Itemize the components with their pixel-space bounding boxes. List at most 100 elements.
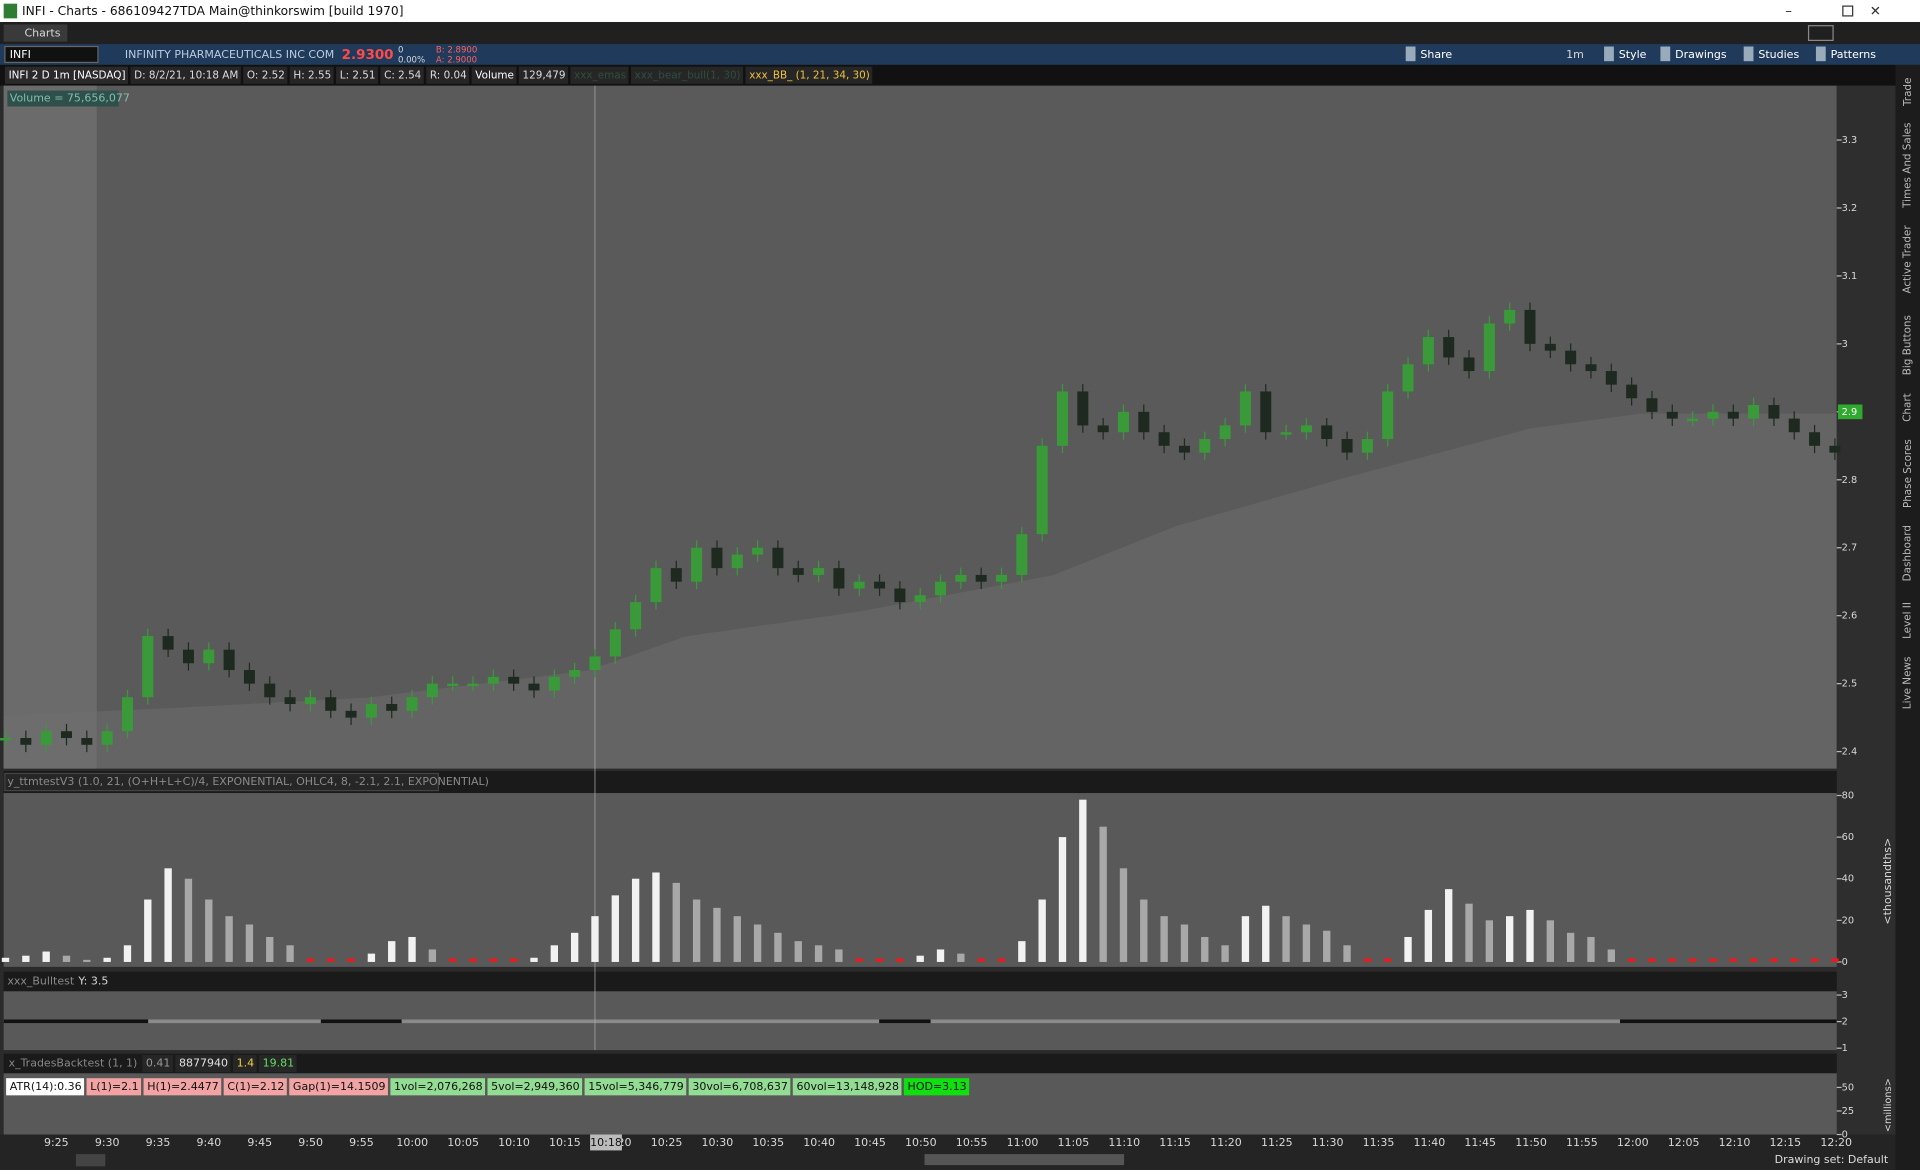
- bid: B: 2.8900: [436, 46, 477, 56]
- toolbar-button[interactable]: [1660, 46, 1671, 62]
- x-tick-label: 11:35: [1363, 1136, 1395, 1149]
- osc-bar: [672, 882, 680, 962]
- candle: [1463, 357, 1475, 372]
- osc-bar: [469, 958, 477, 962]
- osc-bar: [1749, 958, 1758, 962]
- symbol[interactable]: INFI: [10, 48, 31, 61]
- osc-bar: [225, 916, 233, 962]
- x-tick-label: 11:20: [1210, 1136, 1242, 1149]
- osc-bar: [1627, 958, 1636, 962]
- y-tick-label: 2.6: [1842, 611, 1858, 622]
- quote-item: R: 0.04: [430, 69, 467, 81]
- scrollbar-thumb[interactable]: [924, 1154, 1125, 1166]
- osc-bar: [1445, 889, 1453, 962]
- osc-bar: [306, 958, 315, 962]
- volume-label: Volume: [475, 69, 514, 81]
- candle: [1016, 534, 1028, 575]
- candle: [264, 683, 276, 698]
- osc-bar: [83, 959, 91, 962]
- candle: [1239, 391, 1251, 426]
- x-tick-label: 9:25: [44, 1136, 69, 1149]
- tab-label[interactable]: Charts: [24, 27, 60, 40]
- toolbar-button[interactable]: [1604, 46, 1614, 62]
- sidebar-tab[interactable]: Level II: [1902, 602, 1914, 639]
- sidebar-tab[interactable]: Active Trader: [1902, 225, 1914, 294]
- osc-bar: [1302, 924, 1311, 962]
- toolbar-button[interactable]: [1405, 46, 1416, 62]
- x-tick-label: 11:50: [1515, 1136, 1547, 1149]
- candle: [447, 683, 459, 687]
- osc-bar: [631, 878, 640, 962]
- y-tick-label: 40: [1842, 874, 1854, 885]
- candle: [1626, 384, 1638, 399]
- osc-bar: [1770, 958, 1778, 962]
- osc-bar: [835, 949, 843, 962]
- sidebar-tab[interactable]: Phase Scores: [1902, 439, 1914, 508]
- candle: [284, 697, 296, 705]
- candle: [569, 670, 581, 677]
- y-tick-label: 1: [1842, 1043, 1848, 1054]
- sidebar-tab[interactable]: Chart: [1902, 393, 1914, 422]
- x-tick-label: 10:50: [905, 1136, 937, 1149]
- y-tick-label: 25: [1842, 1106, 1854, 1117]
- sidebar-tab[interactable]: Big Buttons: [1902, 315, 1914, 375]
- candle: [142, 636, 154, 698]
- candle: [1158, 432, 1170, 446]
- sidebar-tab[interactable]: Trade: [1902, 78, 1914, 107]
- osc-bar: [591, 916, 599, 962]
- tab[interactable]: [3, 24, 68, 42]
- candle: [1422, 337, 1434, 365]
- candle: [996, 574, 1008, 582]
- osc-bar: [1668, 958, 1676, 962]
- candle: [1199, 439, 1211, 453]
- candle: [1280, 432, 1292, 435]
- candle: [752, 547, 764, 555]
- backtest-tag: Gap(1)=14.1509: [293, 1080, 386, 1093]
- osc-bar: [957, 953, 965, 962]
- osc-bar: [1363, 958, 1372, 962]
- toolbar-button-label[interactable]: Share: [1420, 48, 1452, 61]
- y-tick-label: 3: [1842, 990, 1848, 1001]
- osc-bar: [530, 957, 538, 962]
- chart-name-bg: [4, 66, 129, 84]
- toolbar-button[interactable]: [1815, 46, 1826, 62]
- minimize[interactable]: –: [1785, 4, 1792, 19]
- close[interactable]: ✕: [1870, 5, 1881, 20]
- toolbar-button[interactable]: [1743, 46, 1754, 62]
- osc-bar: [1221, 945, 1229, 962]
- aggregation[interactable]: 1m: [1566, 48, 1584, 61]
- layout-button[interactable]: [1807, 25, 1834, 41]
- candle: [182, 649, 194, 664]
- toolbar-button-label[interactable]: Studies: [1758, 48, 1799, 61]
- y-tick-label: 0: [1842, 1130, 1848, 1141]
- osc-bar: [1485, 920, 1494, 962]
- sidebar-tab[interactable]: Dashboard: [1902, 525, 1914, 581]
- backtest-tag: C(1)=2.12: [227, 1080, 284, 1093]
- toolbar-button-label[interactable]: Patterns: [1831, 48, 1877, 61]
- collapse-button[interactable]: [75, 1154, 106, 1167]
- backtest-label: x_TradesBacktest (1, 1): [9, 1057, 138, 1070]
- backtest-value-bg: [175, 1054, 231, 1073]
- backtest-tag-bg: [688, 1078, 791, 1096]
- toolbar-button-label[interactable]: Style: [1619, 48, 1647, 61]
- x-tick-label: 12:10: [1719, 1136, 1751, 1149]
- candle: [1300, 425, 1312, 433]
- x-tick-label: 11:45: [1464, 1136, 1496, 1149]
- candle: [1707, 411, 1719, 419]
- backtest-tag: 1vol=2,076,268: [394, 1080, 483, 1093]
- symbol-box[interactable]: [4, 45, 99, 64]
- osc-bar: [1506, 916, 1514, 962]
- x-tick-label: 10:55: [956, 1136, 988, 1149]
- sidebar-tab[interactable]: Live News: [1902, 657, 1914, 710]
- candle: [345, 710, 357, 718]
- sidebar-tab[interactable]: Times And Sales: [1902, 123, 1914, 209]
- osc-bar: [1119, 868, 1128, 962]
- candle: [670, 568, 682, 582]
- toolbar-button-label[interactable]: Drawings: [1675, 48, 1727, 61]
- x-tick-label: 10:45: [854, 1136, 886, 1149]
- quote-item: L: 2.51: [340, 69, 376, 81]
- restore[interactable]: [1842, 5, 1854, 17]
- toolbar-buttons: Share Style Drawings Studies Patterns: [1405, 46, 1877, 62]
- price-pane: [3, 85, 1837, 769]
- app-icon: [3, 3, 18, 19]
